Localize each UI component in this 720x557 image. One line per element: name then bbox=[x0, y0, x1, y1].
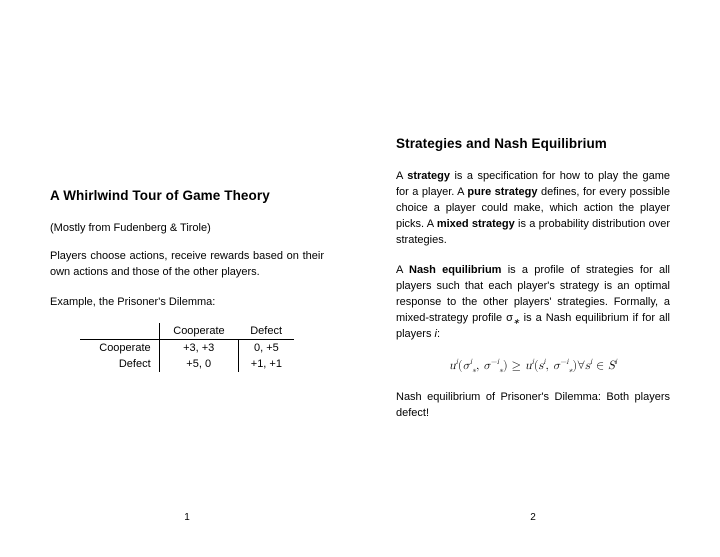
example-label: Example, the Prisoner's Dilemma: bbox=[50, 295, 324, 311]
col-header-defect: Defect bbox=[238, 323, 294, 340]
prisoners-dilemma-table: Cooperate Defect Cooperate +3, +3 0, +5 … bbox=[80, 323, 294, 372]
row-header-cooperate: Cooperate bbox=[80, 339, 159, 356]
page-1: A Whirlwind Tour of Game Theory (Mostly … bbox=[0, 0, 360, 557]
term-nash-equilibrium: Nash equilibrium bbox=[409, 264, 501, 276]
p2-colon: : bbox=[437, 328, 440, 340]
source-note: (Mostly from Fudenberg & Tirole) bbox=[50, 221, 324, 237]
p1-a: A bbox=[396, 170, 407, 182]
page-1-title: A Whirlwind Tour of Game Theory bbox=[50, 188, 324, 203]
page-2-title: Strategies and Nash Equilibrium bbox=[396, 136, 670, 151]
pages-container: A Whirlwind Tour of Game Theory (Mostly … bbox=[0, 0, 720, 557]
term-pure-strategy: pure strategy bbox=[467, 186, 537, 198]
intro-paragraph: Players choose actions, receive rewards … bbox=[50, 249, 324, 281]
conclusion-paragraph: Nash equilibrium of Prisoner's Dilemma: … bbox=[396, 390, 670, 422]
nash-paragraph: A Nash equilibrium is a profile of strat… bbox=[396, 263, 670, 344]
page-number-1: 1 bbox=[50, 512, 324, 523]
cell-0-1: 0, +5 bbox=[238, 339, 294, 356]
cell-0-0: +3, +3 bbox=[159, 339, 238, 356]
page-number-2: 2 bbox=[396, 512, 670, 523]
table-corner bbox=[80, 323, 159, 340]
strategy-paragraph: A strategy is a specification for how to… bbox=[396, 169, 670, 249]
term-mixed-strategy: mixed strategy bbox=[437, 218, 515, 230]
nash-formula: ui(σi∗, σ−i∗) ≥ ui(si, σ−i∗)∀si ∈ Si bbox=[396, 357, 670, 375]
cell-1-0: +5, 0 bbox=[159, 356, 238, 372]
sigma-star-sub: ∗ bbox=[513, 317, 520, 326]
p2-a: A bbox=[396, 264, 409, 276]
page-2: Strategies and Nash Equilibrium A strate… bbox=[360, 0, 720, 557]
col-header-cooperate: Cooperate bbox=[159, 323, 238, 340]
term-strategy: strategy bbox=[407, 170, 450, 182]
row-header-defect: Defect bbox=[80, 356, 159, 372]
cell-1-1: +1, +1 bbox=[238, 356, 294, 372]
